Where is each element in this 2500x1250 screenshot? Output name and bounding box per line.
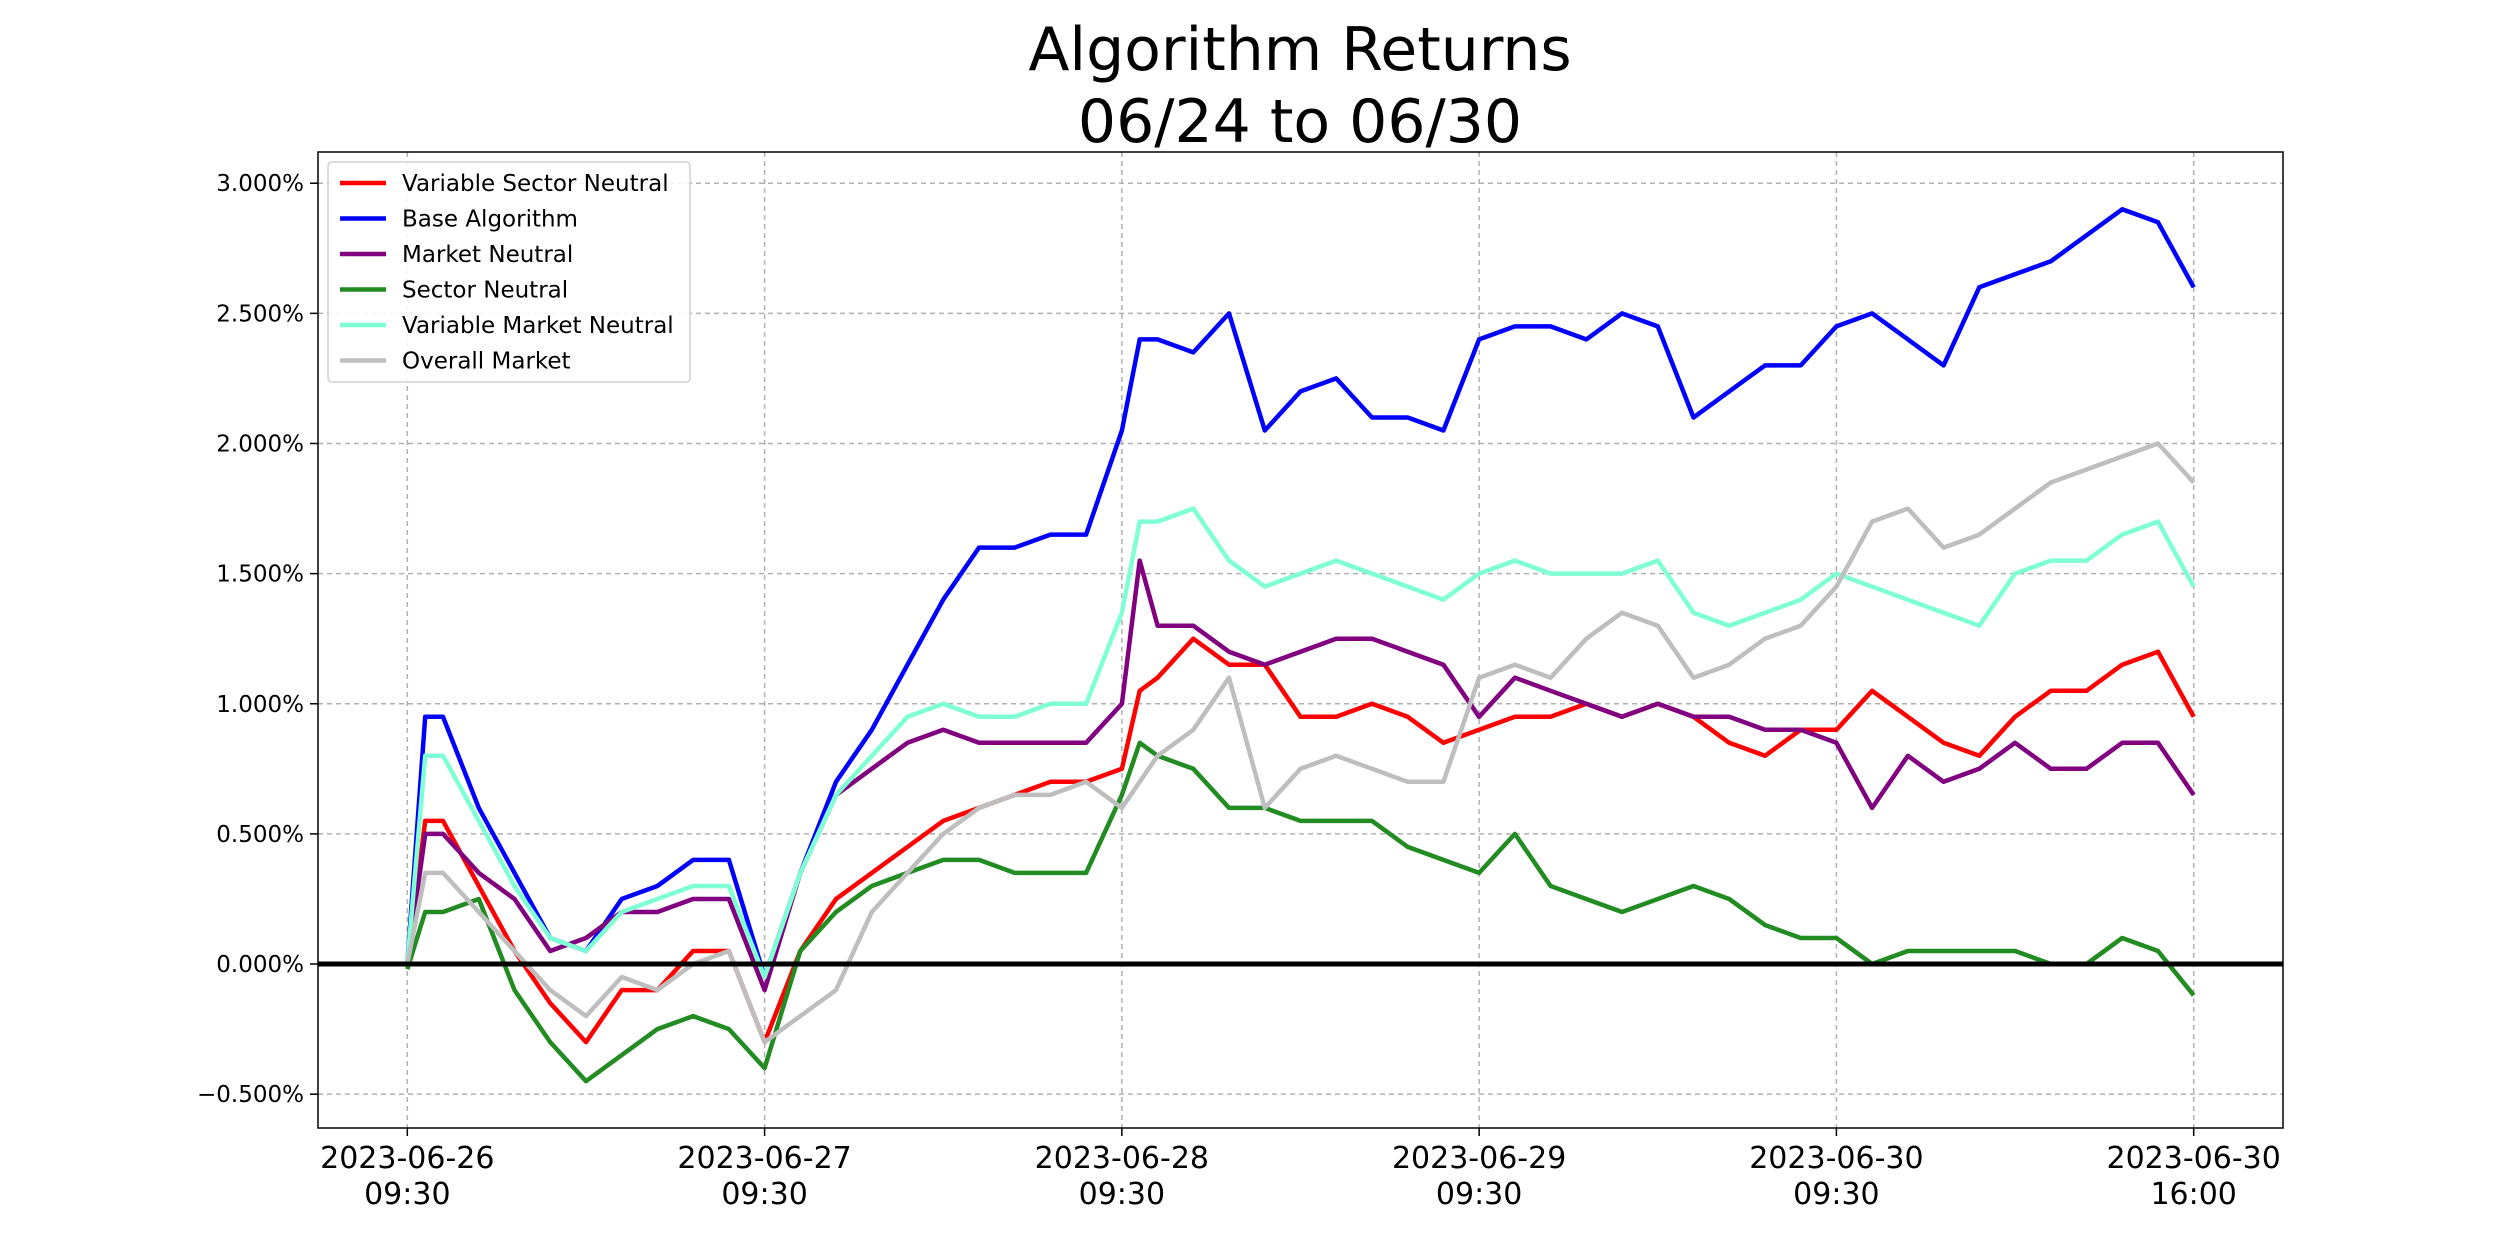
legend-label-1: Base Algorithm	[402, 207, 578, 233]
y-tick-label: 0.500%	[216, 822, 304, 848]
series-line-2	[405, 558, 2196, 993]
series-line-3	[405, 740, 2196, 1084]
x-tick-label: 09:30	[364, 1177, 450, 1212]
chart-title: Algorithm Returns 06/24 to 06/30	[0, 14, 2500, 158]
x-tick-label: 09:30	[1436, 1177, 1522, 1212]
y-tick-label: 3.000%	[216, 171, 304, 197]
legend-box	[327, 161, 691, 383]
legend-label-2: Market Neutral	[402, 242, 573, 268]
y-tick-label: 0.000%	[216, 952, 304, 978]
x-tick-label: 16:00	[2150, 1177, 2236, 1212]
x-tick-label: 09:30	[1079, 1177, 1165, 1212]
x-tick-label: 2023-06-26	[320, 1141, 494, 1176]
y-tick-label: 2.500%	[216, 301, 304, 327]
x-tick-label: 2023-06-29	[1392, 1141, 1566, 1176]
legend-label-3: Sector Neutral	[402, 278, 568, 304]
x-tick-label: 2023-06-27	[677, 1141, 851, 1176]
series-line-4	[405, 506, 2196, 980]
y-tick-label: 2.000%	[216, 431, 304, 457]
plot-frame	[317, 151, 2284, 1129]
chart-title-line2: 06/24 to 06/30	[1077, 87, 1523, 157]
y-tick-label: −0.500%	[197, 1082, 304, 1108]
legend-label-4: Variable Market Neutral	[402, 313, 674, 339]
legend-label-5: Overall Market	[402, 349, 571, 375]
x-tick-label: 2023-06-30	[1749, 1141, 1923, 1176]
series-line-0	[405, 636, 2196, 1045]
x-tick-label: 2023-06-28	[1035, 1141, 1209, 1176]
x-tick-label: 09:30	[1793, 1177, 1879, 1212]
y-tick-label: 1.500%	[216, 562, 304, 588]
series-line-5	[405, 441, 2196, 1045]
y-tick-label: 1.000%	[216, 692, 304, 718]
legend-label-0: Variable Sector Neutral	[402, 171, 669, 197]
x-tick-label: 2023-06-30	[2107, 1141, 2281, 1176]
x-tick-label: 09:30	[721, 1177, 807, 1212]
chart-title-line1: Algorithm Returns	[1028, 15, 1572, 85]
series-line-1	[405, 207, 2196, 980]
